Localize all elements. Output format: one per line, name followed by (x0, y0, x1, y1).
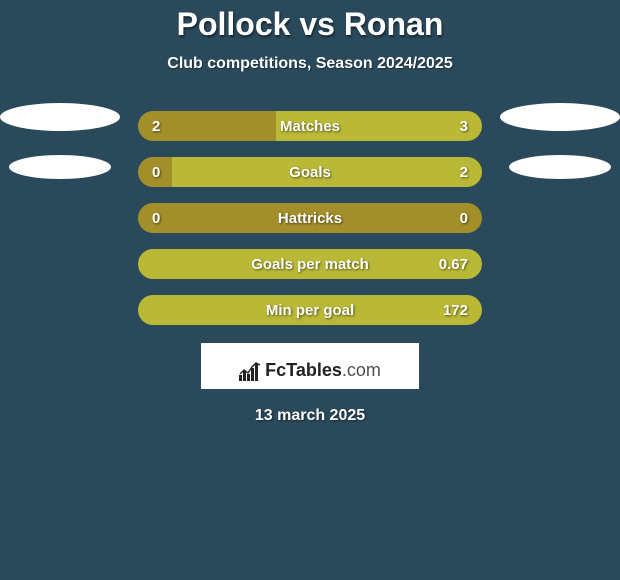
left-value: 0 (152, 210, 160, 227)
logo-box: FcTables.com (201, 343, 419, 389)
left-team-markers (0, 103, 120, 203)
subtitle: Club competitions, Season 2024/2025 (167, 55, 452, 73)
logo-text: FcTables.com (265, 360, 381, 381)
stat-row: 0 Hattricks 0 (138, 203, 482, 233)
stat-row: 0 Goals 2 (138, 157, 482, 187)
logo-prefix: Fc (265, 360, 286, 380)
row-overlay: 0 Hattricks 0 (138, 203, 482, 233)
stat-row: Goals per match 0.67 (138, 249, 482, 279)
right-marker-1 (500, 103, 620, 131)
right-value: 3 (460, 118, 468, 135)
logo-suffix: .com (342, 360, 381, 380)
stat-label: Min per goal (266, 302, 354, 319)
right-value: 0 (460, 210, 468, 227)
right-marker-2 (509, 155, 611, 179)
left-marker-2 (9, 155, 111, 179)
bar-chart-icon (239, 361, 263, 381)
right-team-markers (500, 103, 620, 203)
stat-row: Min per goal 172 (138, 295, 482, 325)
date-label: 13 march 2025 (255, 407, 365, 425)
root-container: Pollock vs Ronan Club competitions, Seas… (0, 0, 620, 425)
left-value: 2 (152, 118, 160, 135)
page-title: Pollock vs Ronan (177, 6, 444, 43)
row-overlay: 2 Matches 3 (138, 111, 482, 141)
logo-inner: FcTables.com (239, 360, 381, 381)
row-overlay: Goals per match 0.67 (138, 249, 482, 279)
stat-label: Hattricks (278, 210, 342, 227)
left-marker-1 (0, 103, 120, 131)
stat-label: Goals (289, 164, 331, 181)
stat-rows: 2 Matches 3 0 Goals 2 0 Hattricks 0 Goals per mat… (138, 111, 482, 325)
right-value: 172 (443, 302, 468, 319)
right-value: 0.67 (439, 256, 468, 273)
right-value: 2 (460, 164, 468, 181)
stat-label: Goals per match (251, 256, 369, 273)
row-overlay: 0 Goals 2 (138, 157, 482, 187)
logo-main: Tables (286, 360, 342, 380)
stat-label: Matches (280, 118, 340, 135)
left-value: 0 (152, 164, 160, 181)
stat-row: 2 Matches 3 (138, 111, 482, 141)
chart-area: 2 Matches 3 0 Goals 2 0 Hattricks 0 Goals per mat… (0, 111, 620, 325)
row-overlay: Min per goal 172 (138, 295, 482, 325)
